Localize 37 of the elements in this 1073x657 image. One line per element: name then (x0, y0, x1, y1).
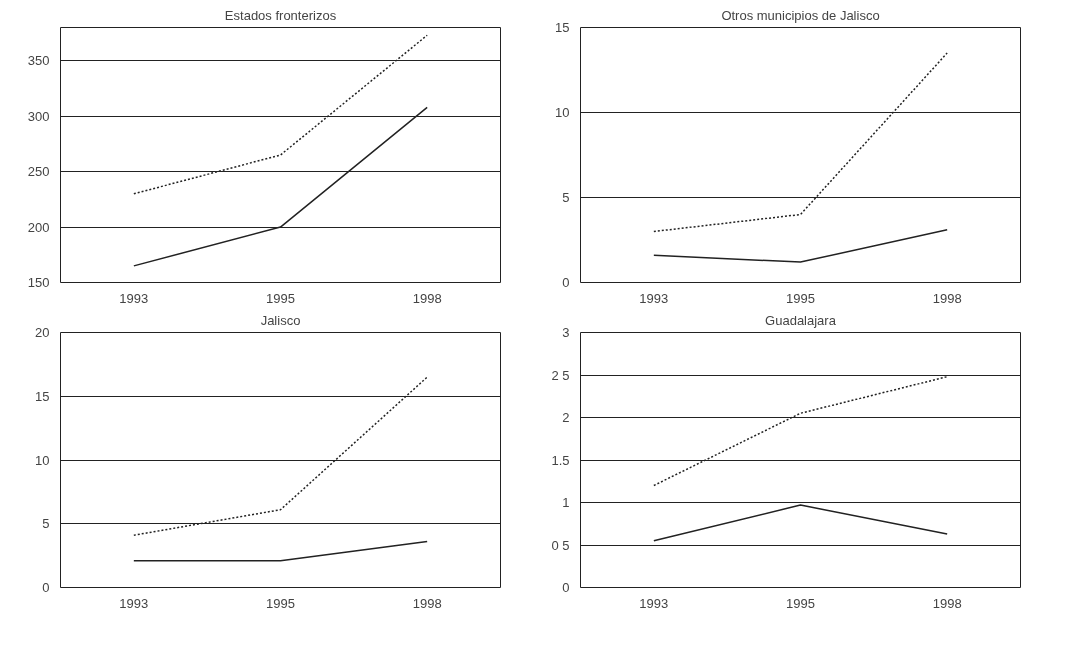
y-tick-label: 15 (35, 388, 50, 404)
y-tick-label: 0 (562, 275, 570, 290)
y-tick-label: 1.5 (551, 452, 570, 468)
y-tick-label: 10 (35, 452, 50, 468)
chart-title: Jalisco (260, 312, 301, 328)
x-tick-label: 1993 (119, 595, 149, 611)
y-tick-label: 1 (562, 495, 570, 510)
y-tick-label: 200 (27, 219, 50, 235)
x-tick-label: 1995 (786, 290, 815, 306)
x-tick-label: 1998 (412, 290, 442, 306)
x-tick-label: 1998 (932, 290, 962, 306)
x-tick-label: 1993 (639, 595, 669, 611)
y-tick-label: 20 (35, 325, 50, 340)
y-tick-label: 10 (555, 105, 570, 120)
y-tick-label: 5 (42, 516, 50, 532)
x-tick-label: 1998 (932, 595, 962, 611)
chart-title: Otros municipios de Jalisco (721, 7, 880, 23)
y-tick-label: 5 (562, 190, 570, 205)
x-tick-label: 1998 (412, 595, 442, 611)
y-tick-label: 150 (27, 275, 50, 290)
x-tick-label: 1995 (786, 595, 815, 611)
y-tick-label: 300 (27, 108, 50, 124)
chart-title: Estados fronterizos (224, 7, 337, 23)
chart-title: Guadalajara (765, 312, 837, 328)
y-tick-label: 15 (555, 20, 570, 35)
y-tick-label: 250 (27, 164, 50, 180)
x-tick-label: 1993 (639, 290, 669, 306)
y-tick-label: 0 (42, 580, 50, 595)
x-tick-label: 1995 (266, 595, 295, 611)
y-tick-label: 0 (562, 580, 570, 595)
y-tick-label: 3 (562, 325, 570, 340)
x-tick-label: 1995 (266, 290, 295, 306)
x-tick-label: 1993 (119, 290, 149, 306)
y-tick-label: 0 5 (551, 537, 570, 553)
y-tick-label: 2 (562, 410, 570, 425)
y-tick-label: 2 5 (551, 367, 570, 383)
y-tick-label: 350 (27, 53, 50, 69)
